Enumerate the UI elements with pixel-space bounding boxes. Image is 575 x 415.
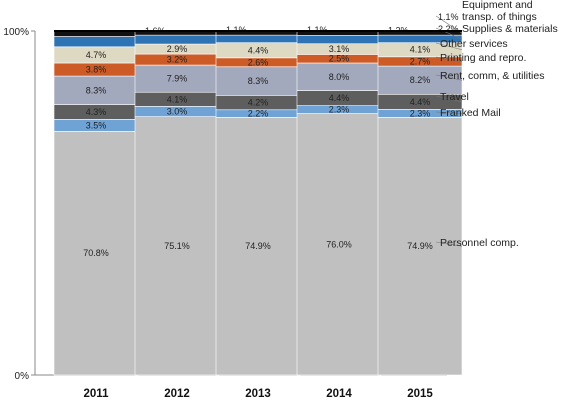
data-label: 3.2% bbox=[167, 55, 188, 65]
bar-segment bbox=[53, 36, 139, 48]
legend-leader-line bbox=[435, 27, 463, 40]
x-tick-label: 2014 bbox=[326, 388, 352, 400]
bar-segment bbox=[296, 35, 382, 45]
legend-leader-line bbox=[435, 95, 463, 103]
data-label: 2.9% bbox=[167, 44, 188, 54]
bar-segment bbox=[296, 62, 382, 91]
data-label: 2.3% bbox=[329, 105, 350, 115]
data-label: 4.4% bbox=[410, 97, 431, 107]
data-label: 4.4% bbox=[329, 93, 350, 103]
x-tick-label: 2015 bbox=[407, 388, 433, 400]
data-label: 4.1% bbox=[410, 45, 431, 55]
legend-leader-line bbox=[435, 241, 463, 247]
data-label: 1.1% bbox=[438, 12, 459, 22]
bar-top-cap bbox=[216, 30, 300, 32]
data-label: 70.8% bbox=[83, 248, 109, 258]
legend-label: Rent, comm, & utilities bbox=[440, 70, 544, 82]
data-label: 8.3% bbox=[248, 76, 269, 86]
data-label: 4.7% bbox=[86, 50, 107, 60]
bar-segment bbox=[215, 66, 301, 96]
bar-segment bbox=[134, 116, 220, 376]
data-label: 4.3% bbox=[86, 107, 107, 117]
data-label: 2.7% bbox=[410, 56, 431, 66]
bar-segment bbox=[134, 64, 220, 93]
data-label: 3.0% bbox=[167, 106, 188, 116]
x-tick-label: 2012 bbox=[164, 388, 190, 400]
data-label: 8.3% bbox=[86, 85, 107, 95]
legend-leader-line bbox=[435, 111, 463, 114]
data-label: 4.2% bbox=[248, 98, 269, 108]
bar-segment bbox=[53, 131, 139, 376]
y-tick-label: 0% bbox=[15, 371, 30, 382]
x-tick-label: 2013 bbox=[245, 388, 271, 400]
data-label: 2.2% bbox=[438, 24, 459, 34]
bar-top-cap bbox=[297, 30, 381, 32]
data-label: 2.6% bbox=[248, 57, 269, 67]
data-label: 3.1% bbox=[329, 44, 350, 54]
legend-label: Franked Mail bbox=[440, 107, 501, 119]
data-label: 3.5% bbox=[86, 120, 107, 130]
legend-label: Travel bbox=[440, 91, 469, 103]
data-label: 2.2% bbox=[248, 109, 269, 119]
bar-top-cap bbox=[378, 30, 462, 32]
legend-label: Printing and repro. bbox=[440, 52, 526, 64]
data-label: 2.5% bbox=[329, 54, 350, 64]
data-label: 3.8% bbox=[86, 65, 107, 75]
data-label: 8.0% bbox=[329, 72, 350, 82]
legend-leader-line bbox=[435, 42, 463, 51]
x-tick-label: 2011 bbox=[84, 388, 110, 400]
data-label: 74.9% bbox=[245, 241, 271, 251]
data-label: 76.0% bbox=[326, 239, 352, 249]
legend-label: Supplies & materials bbox=[462, 23, 558, 35]
bar-top-cap bbox=[135, 30, 219, 32]
bar-segment bbox=[296, 113, 382, 376]
bar-segment bbox=[134, 34, 220, 45]
y-tick-label: 100% bbox=[3, 27, 29, 38]
legend-label: Equipment and bbox=[462, 0, 533, 11]
data-label: 4.1% bbox=[167, 94, 188, 104]
data-label: 75.1% bbox=[164, 241, 190, 251]
bar-segment bbox=[53, 75, 139, 105]
legend-label: Personnel comp. bbox=[440, 237, 519, 249]
bar-segment bbox=[377, 117, 463, 376]
legend-leader-line bbox=[435, 74, 463, 81]
bar-segment bbox=[215, 34, 301, 43]
bar-top-cap bbox=[54, 30, 138, 32]
legend-label: transp. of things bbox=[462, 11, 537, 23]
legend-label: Other services bbox=[440, 38, 508, 50]
data-label: 4.4% bbox=[248, 45, 269, 55]
data-label: 7.9% bbox=[167, 74, 188, 84]
data-label: 8.2% bbox=[410, 75, 431, 85]
bar-segment bbox=[215, 117, 301, 376]
data-label: 2.3% bbox=[410, 108, 431, 118]
bar-segment bbox=[377, 65, 463, 95]
legend-leader-line bbox=[435, 56, 463, 62]
data-label: 74.9% bbox=[407, 241, 433, 251]
